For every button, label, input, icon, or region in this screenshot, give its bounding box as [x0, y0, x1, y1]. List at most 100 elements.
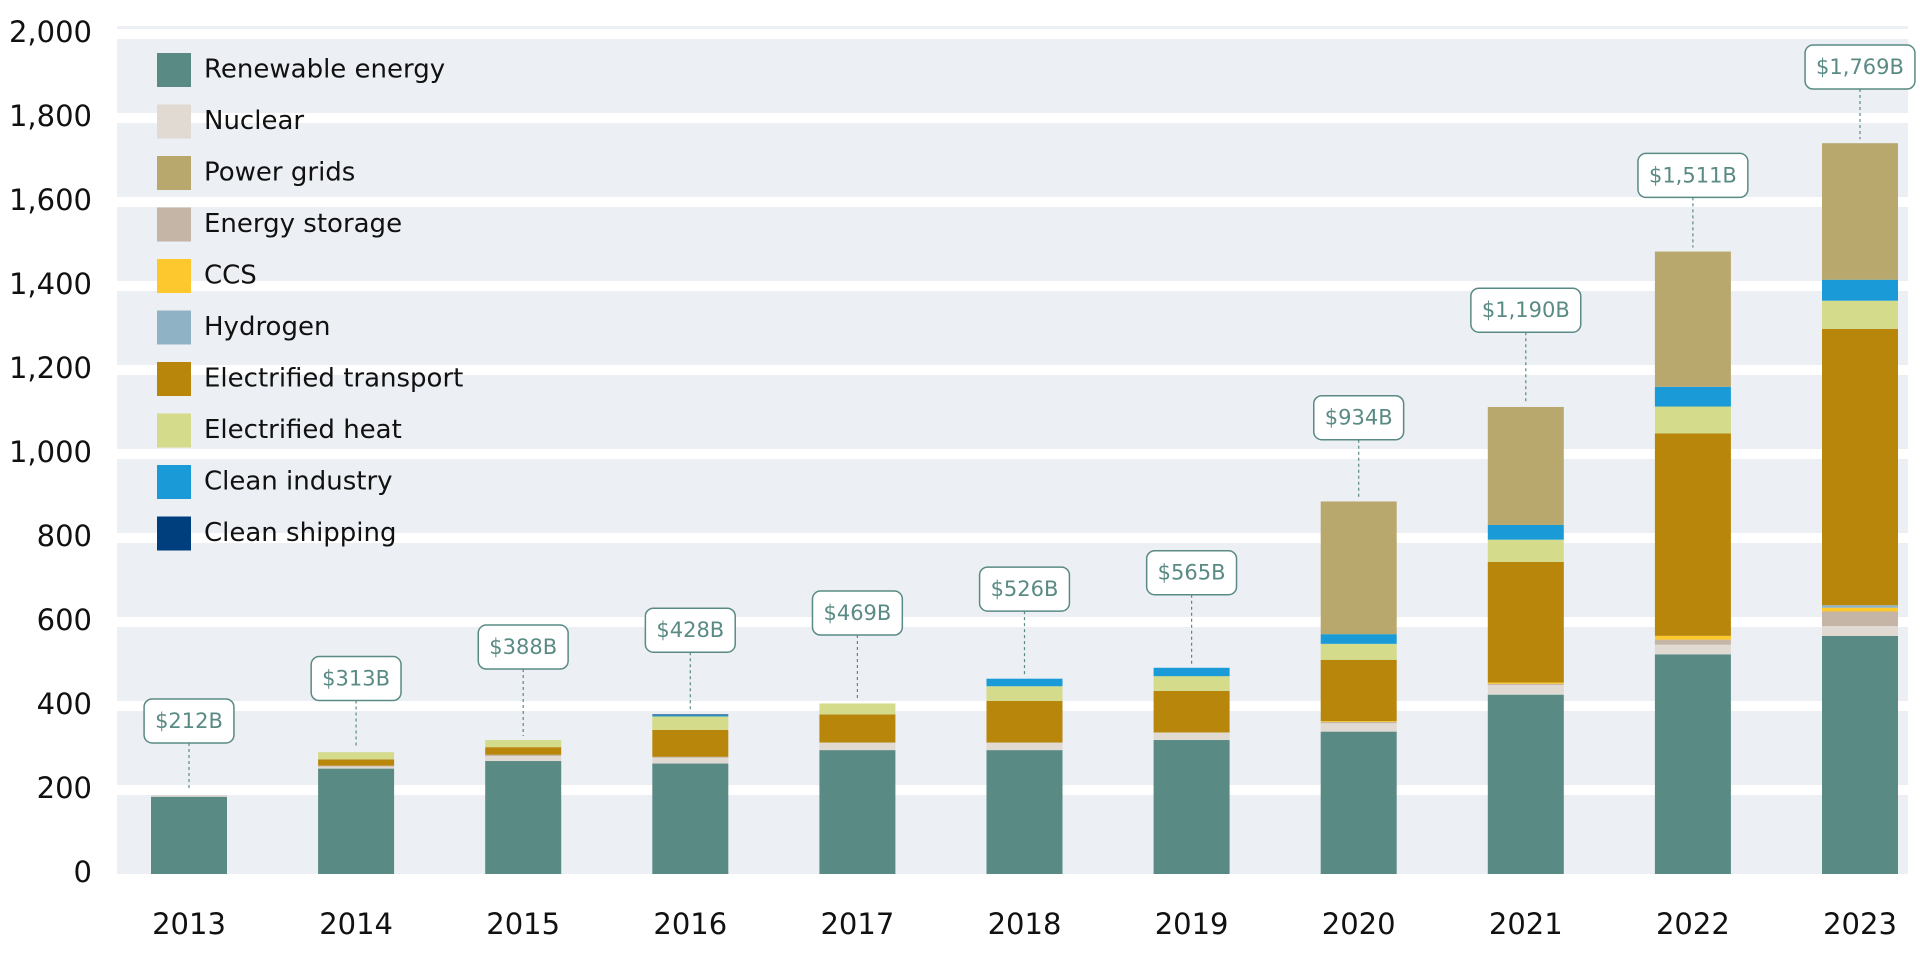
bar-segment: [1822, 605, 1898, 608]
y-tick-label: 600: [37, 603, 92, 637]
total-label-box: [1470, 287, 1582, 333]
bar-segment: [1320, 731, 1397, 874]
legend-label: Nuclear: [204, 106, 304, 136]
bar-segment: [1487, 683, 1564, 685]
bar-segment: [1153, 740, 1230, 874]
total-label: $1,511B: [1649, 163, 1737, 187]
legend-label: Clean industry: [204, 467, 393, 497]
bar-segment: [1320, 723, 1397, 732]
legend-label: Electrified heat: [204, 415, 402, 445]
y-tick-label: 200: [37, 771, 92, 805]
bar-segment: [485, 754, 562, 756]
legend-swatch: [157, 156, 191, 190]
bar-segment: [1654, 433, 1731, 636]
bar-segment: [1822, 328, 1898, 606]
legend-swatch: [157, 259, 191, 293]
bar-segment: [819, 742, 896, 751]
total-label: $526B: [991, 577, 1059, 601]
total-label-box: [310, 655, 402, 702]
y-tick-label: 1,600: [9, 183, 92, 217]
y-tick-label: 400: [37, 687, 92, 721]
legend-label: Power grids: [204, 158, 355, 188]
bar-segment: [652, 763, 729, 874]
y-tick-label: 1,800: [9, 99, 92, 133]
x-tick-label: 2022: [1656, 907, 1730, 941]
x-tick-label: 2017: [820, 907, 894, 941]
legend-label: Renewable energy: [204, 55, 445, 85]
bar-segment: [1320, 721, 1397, 722]
bar-segment: [1487, 685, 1564, 695]
bar-segment: [1654, 386, 1731, 407]
x-tick-label: 2019: [1155, 907, 1229, 941]
bar-segment: [1822, 279, 1898, 301]
legend-swatch: [157, 362, 191, 396]
bar-segment: [1487, 682, 1564, 684]
bar-segment: [986, 700, 1063, 743]
x-tick-label: 2023: [1823, 907, 1897, 941]
legend-swatch: [157, 310, 191, 345]
bar-segment: [1822, 143, 1898, 280]
bar-segment: [1654, 654, 1731, 874]
total-label-box: [978, 566, 1071, 612]
bar-segment: [1654, 406, 1731, 434]
total-label: $388B: [489, 635, 557, 659]
legend-label: CCS: [204, 261, 257, 291]
bar-segment: [1153, 667, 1230, 677]
total-label: $1,190B: [1482, 298, 1570, 322]
bar-segment: [1822, 635, 1898, 874]
bar-segment: [1153, 732, 1230, 741]
total-label-box: [1145, 549, 1238, 596]
x-tick-label: 2013: [152, 907, 226, 941]
total-label: $934B: [1325, 406, 1393, 430]
bar-segment: [1654, 251, 1731, 387]
bar-segment: [485, 740, 562, 748]
total-label: $313B: [322, 667, 390, 691]
y-tick-label: 1,200: [9, 351, 92, 385]
total-label-box: [1637, 152, 1749, 199]
bar-segment: [1153, 690, 1230, 733]
x-tick-label: 2015: [486, 907, 560, 941]
y-tick-label: 1,000: [9, 435, 92, 469]
bar-segment: [1654, 644, 1731, 655]
legend-swatch: [157, 516, 191, 551]
bar-segment: [1487, 524, 1564, 540]
bar-segment: [1822, 611, 1898, 627]
bar-segment: [819, 750, 896, 874]
bar-segment: [1320, 634, 1397, 644]
bar-segment: [986, 750, 1063, 874]
legend-swatch: [157, 413, 191, 448]
bar-segment: [819, 703, 896, 715]
legend-swatch: [157, 465, 191, 499]
y-tick-label: 800: [37, 519, 92, 553]
bar-segment: [485, 755, 562, 762]
bar-segment: [1320, 721, 1397, 724]
bar-segment: [652, 757, 729, 764]
bar-segment: [1320, 643, 1397, 660]
x-tick-label: 2020: [1322, 907, 1396, 941]
total-label-box: [644, 607, 736, 653]
bar-segment: [1654, 635, 1731, 640]
bar-segment: [1153, 676, 1230, 691]
bar-segment: [318, 752, 395, 760]
bar-segment: [1822, 626, 1898, 636]
legend-label: Energy storage: [204, 209, 402, 239]
legend-swatch: [157, 104, 191, 139]
bar-segment: [652, 716, 729, 730]
legend-swatch: [157, 53, 191, 87]
bar-segment: [318, 768, 395, 874]
y-tick-label: 1,400: [9, 267, 92, 301]
bar-segment: [1487, 539, 1564, 562]
legend-label: Electrified transport: [204, 364, 463, 394]
bar-segment: [318, 759, 395, 766]
bar-segment: [485, 747, 562, 755]
bar-segment: [1487, 561, 1564, 683]
bar-segment: [318, 766, 395, 769]
bar-segment: [986, 678, 1063, 687]
bar-segment: [1822, 300, 1898, 329]
bar-segment: [652, 714, 729, 716]
bar-segment: [1487, 694, 1564, 874]
bar-segment: [485, 761, 562, 874]
total-label-box: [143, 698, 235, 744]
total-label-box: [1313, 394, 1405, 441]
